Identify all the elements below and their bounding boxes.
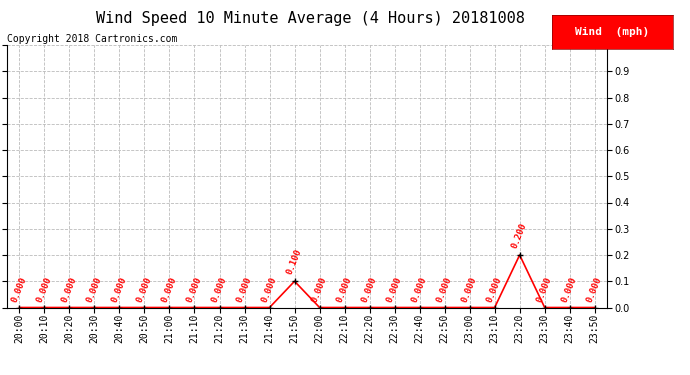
Text: 0.000: 0.000 xyxy=(360,275,379,303)
Text: 0.000: 0.000 xyxy=(535,275,554,303)
Text: 0.000: 0.000 xyxy=(411,275,428,303)
Text: 0.000: 0.000 xyxy=(210,275,228,303)
Text: 0.000: 0.000 xyxy=(186,275,204,303)
Text: 0.000: 0.000 xyxy=(335,275,354,303)
Text: 0.200: 0.200 xyxy=(511,221,529,249)
Text: 0.000: 0.000 xyxy=(310,275,328,303)
Text: 0.000: 0.000 xyxy=(260,275,279,303)
Text: 0.000: 0.000 xyxy=(160,275,179,303)
Text: 0.000: 0.000 xyxy=(10,275,28,303)
Text: 0.000: 0.000 xyxy=(86,275,104,303)
Text: 0.000: 0.000 xyxy=(586,275,604,303)
Text: 0.000: 0.000 xyxy=(235,275,254,303)
Text: 0.000: 0.000 xyxy=(386,275,404,303)
Text: 0.000: 0.000 xyxy=(135,275,154,303)
Text: 0.000: 0.000 xyxy=(110,275,128,303)
Text: Copyright 2018 Cartronics.com: Copyright 2018 Cartronics.com xyxy=(7,34,177,44)
Text: Wind  (mph): Wind (mph) xyxy=(575,27,649,37)
Text: 0.000: 0.000 xyxy=(60,275,79,303)
Text: 0.100: 0.100 xyxy=(286,248,304,276)
Text: 0.000: 0.000 xyxy=(486,275,504,303)
Text: 0.000: 0.000 xyxy=(35,275,54,303)
Text: 0.000: 0.000 xyxy=(460,275,479,303)
Text: 0.000: 0.000 xyxy=(435,275,454,303)
Text: 0.000: 0.000 xyxy=(560,275,579,303)
Text: Wind Speed 10 Minute Average (4 Hours) 20181008: Wind Speed 10 Minute Average (4 Hours) 2… xyxy=(96,11,525,26)
